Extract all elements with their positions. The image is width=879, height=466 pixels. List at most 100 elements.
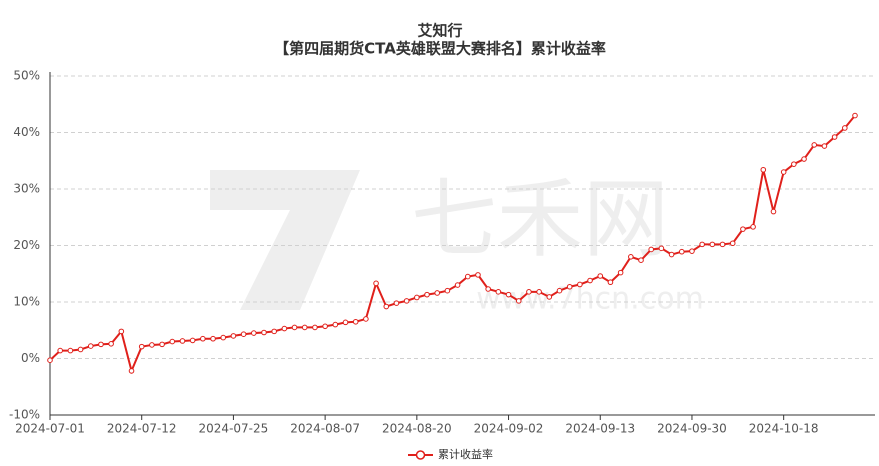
point	[678, 248, 685, 255]
x-tick-label: 2024-07-01	[15, 422, 85, 436]
watermark-brand: 七禾网	[411, 169, 669, 269]
point	[98, 341, 104, 348]
point	[77, 346, 84, 353]
point	[444, 287, 451, 294]
point	[434, 290, 441, 296]
point	[699, 241, 705, 248]
point	[719, 241, 726, 248]
point	[464, 273, 471, 280]
point	[831, 134, 838, 140]
point	[383, 303, 390, 310]
point	[210, 335, 216, 342]
point	[668, 251, 675, 258]
point	[159, 341, 165, 348]
point	[332, 321, 339, 328]
point	[291, 324, 298, 331]
y-tick-label: 20%	[13, 238, 40, 252]
point	[801, 156, 807, 162]
point	[556, 287, 563, 294]
watermark: 七禾网 www.7hcn.com	[210, 169, 704, 317]
point	[791, 161, 797, 167]
point	[352, 318, 359, 325]
point	[281, 325, 288, 332]
y-tick-label: -10%	[9, 408, 40, 422]
point	[363, 316, 369, 322]
x-tick-label: 2024-08-20	[382, 422, 452, 436]
point	[67, 347, 74, 354]
point	[169, 338, 176, 345]
y-tick-label: 10%	[13, 295, 40, 309]
point	[424, 291, 430, 298]
x-tick-label: 2024-10-18	[749, 422, 819, 436]
point	[138, 343, 145, 350]
point	[607, 279, 614, 286]
x-tick-label: 2024-09-30	[657, 422, 727, 436]
chart-subtitle: 【第四届期货CTA英雄联盟大赛排名】累计收益率	[274, 40, 606, 58]
point	[842, 125, 848, 131]
y-tick-label: 30%	[13, 182, 40, 196]
point	[403, 298, 410, 304]
point	[322, 323, 328, 330]
x-tick-label: 2024-09-13	[565, 422, 635, 436]
point	[200, 335, 206, 342]
point	[312, 324, 318, 331]
point	[638, 257, 644, 263]
point	[587, 277, 593, 284]
x-tick-label: 2024-08-07	[290, 422, 360, 436]
point	[414, 294, 420, 301]
point	[526, 289, 532, 295]
point	[709, 241, 716, 248]
point	[740, 226, 746, 232]
point	[250, 330, 257, 336]
point	[87, 343, 94, 349]
point	[393, 300, 400, 306]
watermark-logo	[210, 170, 360, 310]
chart-title: 艾知行	[417, 22, 462, 40]
y-tick-label: 50%	[13, 69, 40, 83]
point	[271, 328, 277, 335]
point	[485, 286, 491, 292]
point	[230, 333, 237, 339]
legend-marker	[415, 450, 426, 460]
point	[689, 248, 695, 254]
point	[515, 298, 522, 304]
point	[454, 282, 461, 288]
point	[566, 283, 573, 290]
watermark-url: www.7hcn.com	[476, 282, 704, 317]
point	[658, 245, 665, 252]
point	[261, 329, 267, 336]
point	[149, 342, 155, 348]
x-tick-label: 2024-09-02	[474, 422, 544, 436]
point	[342, 319, 349, 326]
point	[128, 368, 135, 374]
legend-label: 累计收益率	[438, 447, 493, 461]
point	[189, 337, 196, 344]
point	[179, 338, 186, 344]
y-tick-label: 0%	[21, 351, 40, 365]
point	[628, 253, 634, 260]
x-tick-label: 2024-07-25	[199, 422, 269, 436]
point	[220, 334, 227, 341]
point	[617, 269, 624, 276]
point	[750, 224, 756, 230]
point	[821, 143, 828, 149]
point	[852, 112, 858, 119]
point	[577, 281, 583, 288]
point	[240, 331, 247, 338]
x-tick-label: 2024-07-12	[107, 422, 177, 436]
point	[770, 208, 777, 215]
point	[495, 289, 502, 295]
point	[536, 289, 542, 295]
point	[57, 347, 63, 354]
point	[118, 328, 125, 335]
point	[475, 272, 481, 278]
point	[597, 273, 604, 279]
point	[760, 166, 767, 173]
point	[811, 142, 818, 148]
y-tick-label: 40%	[13, 125, 40, 139]
point	[301, 324, 308, 331]
point	[648, 246, 655, 253]
point	[505, 291, 512, 298]
point	[47, 357, 53, 363]
